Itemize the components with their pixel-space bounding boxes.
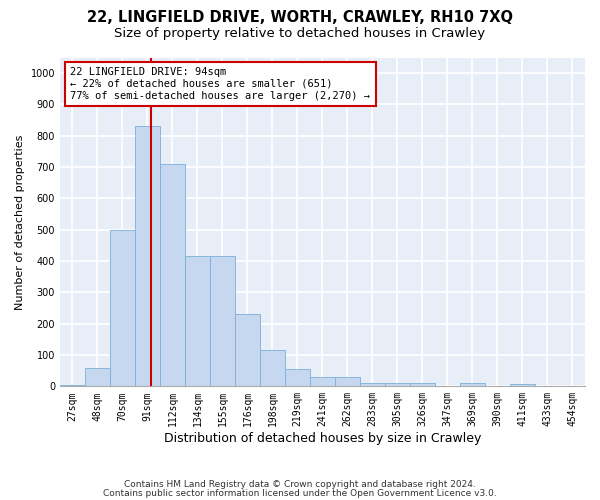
Bar xyxy=(110,230,135,386)
Bar xyxy=(235,314,260,386)
Text: 22 LINGFIELD DRIVE: 94sqm
← 22% of detached houses are smaller (651)
77% of semi: 22 LINGFIELD DRIVE: 94sqm ← 22% of detac… xyxy=(70,68,370,100)
Bar xyxy=(185,256,210,386)
Bar xyxy=(360,382,385,386)
X-axis label: Distribution of detached houses by size in Crawley: Distribution of detached houses by size … xyxy=(164,432,481,445)
Bar xyxy=(460,383,485,386)
Bar xyxy=(285,369,310,386)
Text: 22, LINGFIELD DRIVE, WORTH, CRAWLEY, RH10 7XQ: 22, LINGFIELD DRIVE, WORTH, CRAWLEY, RH1… xyxy=(87,10,513,25)
Bar xyxy=(335,377,360,386)
Text: Size of property relative to detached houses in Crawley: Size of property relative to detached ho… xyxy=(115,28,485,40)
Text: Contains public sector information licensed under the Open Government Licence v3: Contains public sector information licen… xyxy=(103,488,497,498)
Bar xyxy=(260,350,285,386)
Text: Contains HM Land Registry data © Crown copyright and database right 2024.: Contains HM Land Registry data © Crown c… xyxy=(124,480,476,489)
Bar xyxy=(510,384,535,386)
Bar xyxy=(135,126,160,386)
Y-axis label: Number of detached properties: Number of detached properties xyxy=(15,134,25,310)
Bar xyxy=(160,164,185,386)
Bar xyxy=(410,382,435,386)
Bar xyxy=(85,368,110,386)
Bar xyxy=(310,377,335,386)
Bar xyxy=(60,385,85,386)
Bar xyxy=(210,256,235,386)
Bar xyxy=(385,382,410,386)
